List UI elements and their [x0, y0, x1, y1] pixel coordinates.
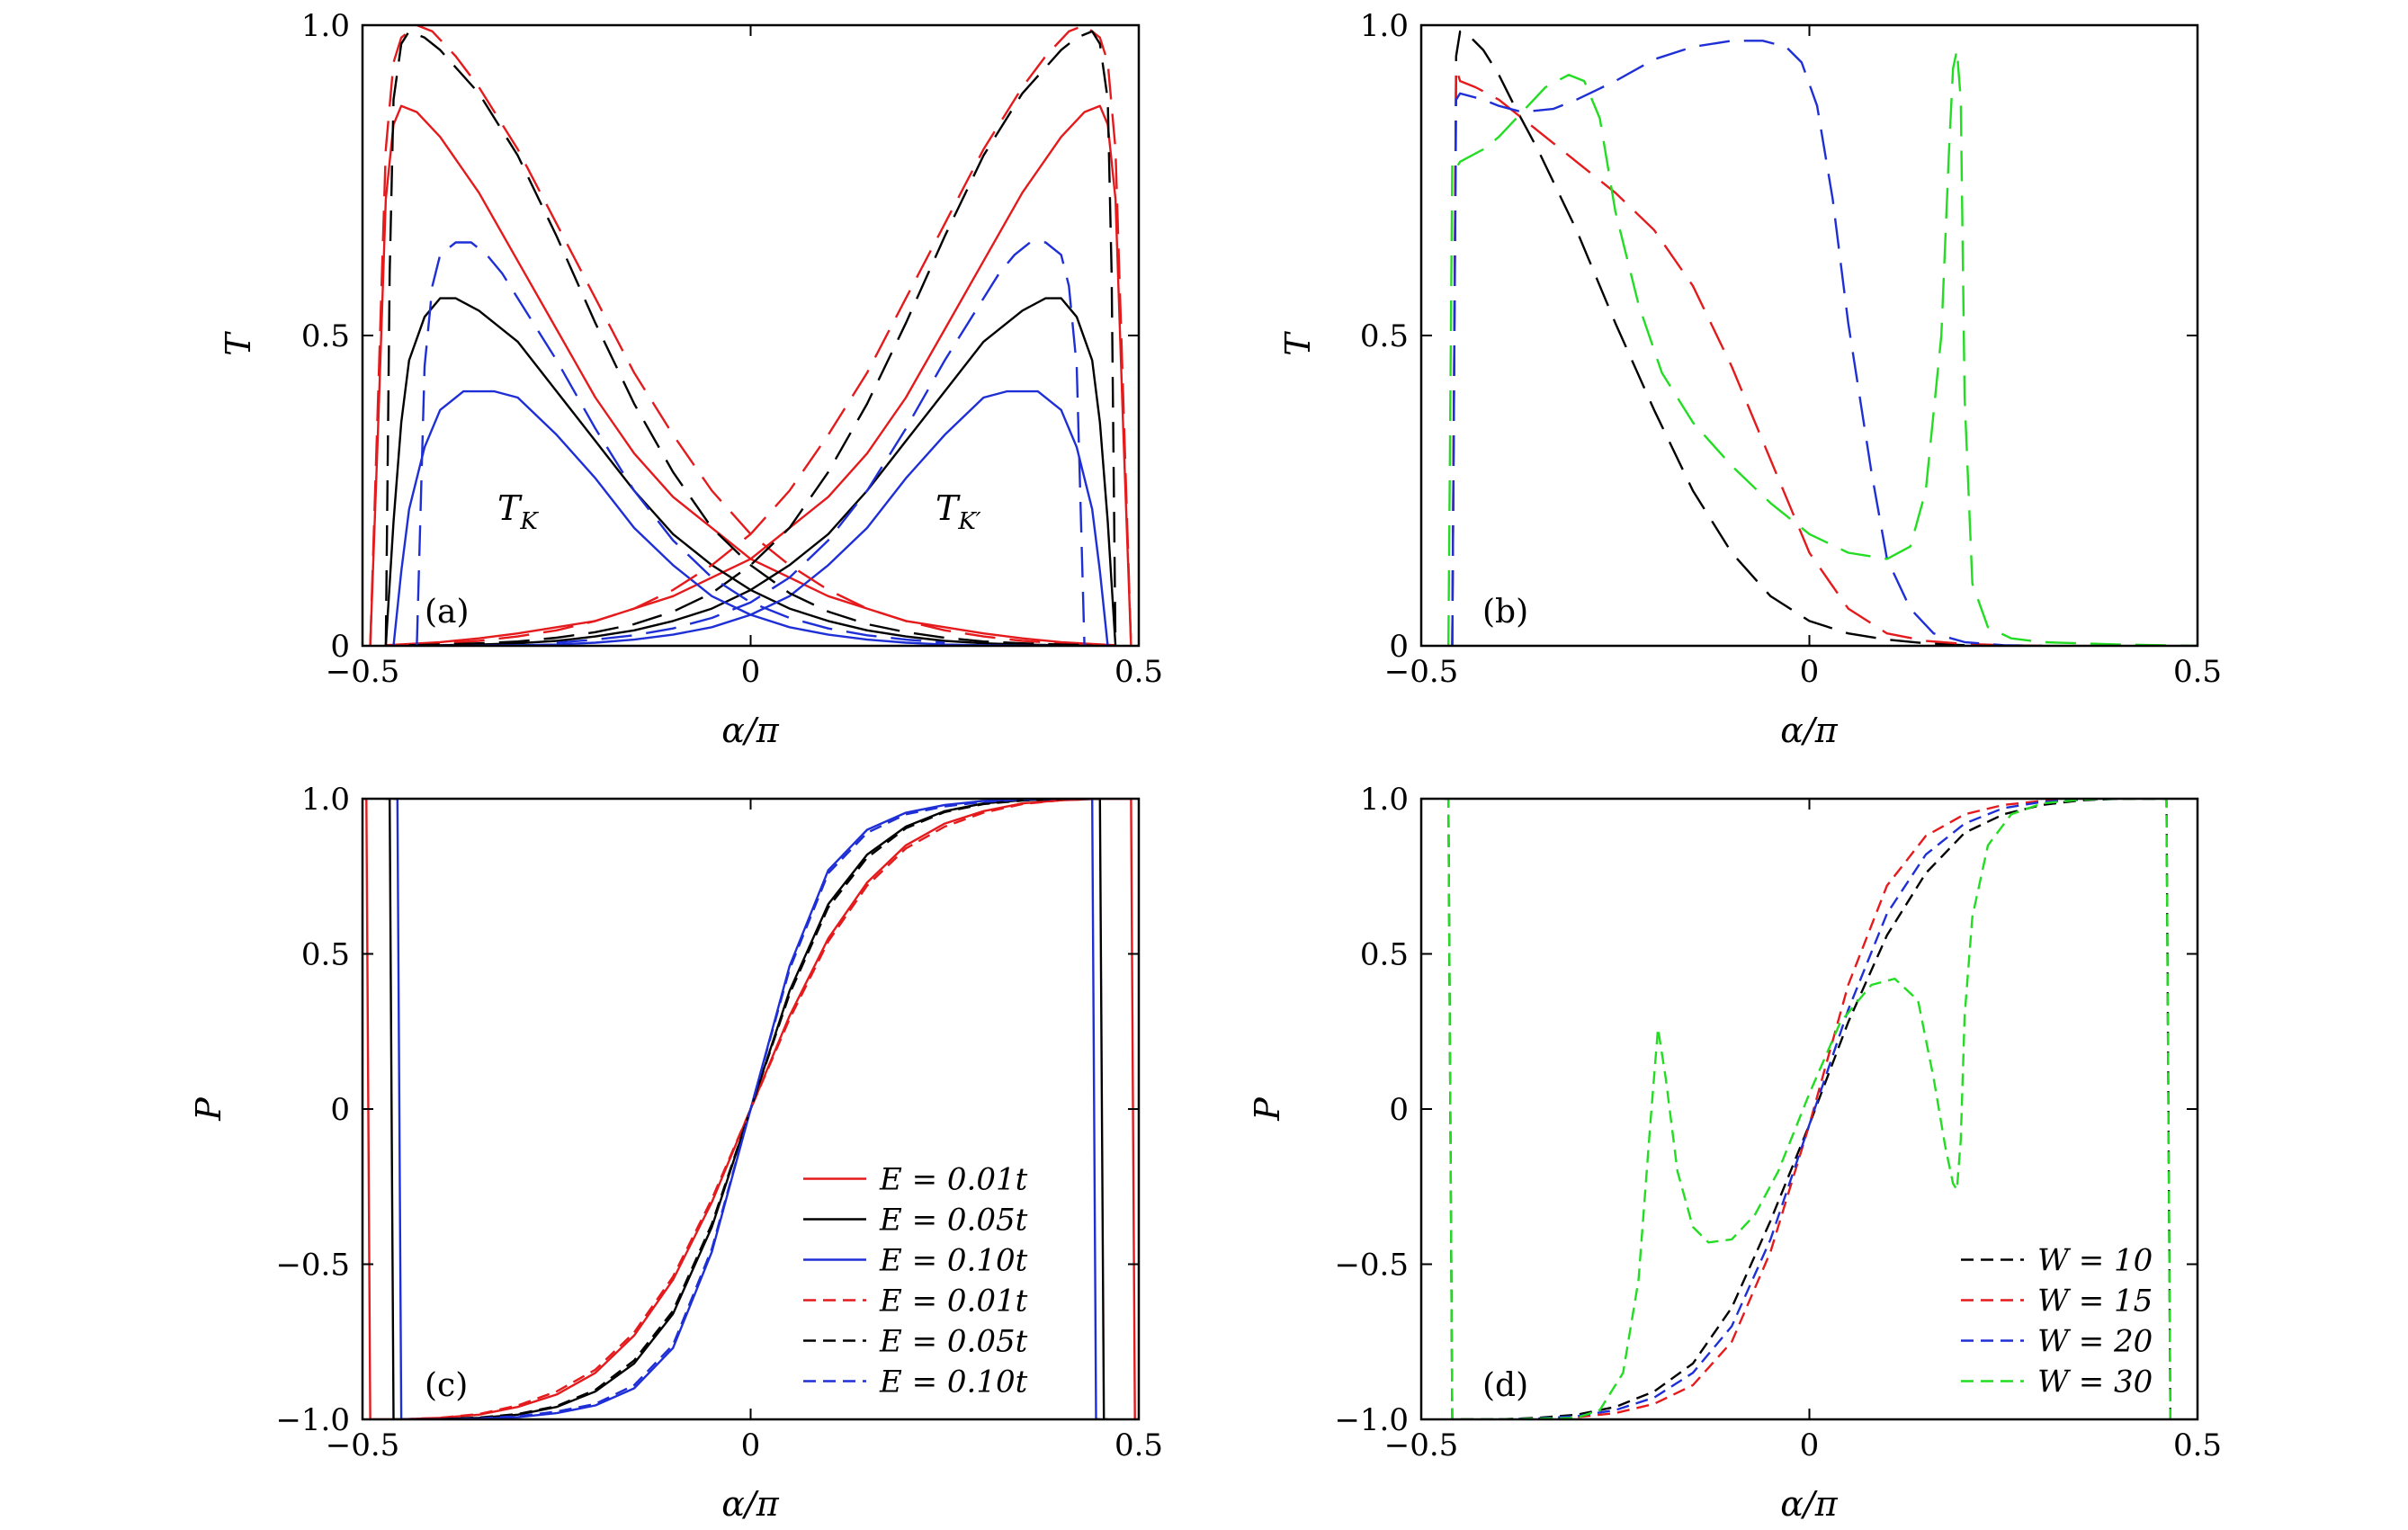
panel-c-ylabel: P: [189, 1096, 228, 1122]
panel-c-tag: (c): [425, 1367, 468, 1404]
panel-a-xtick-label: 0: [741, 654, 761, 690]
panel-b-xlabel: α/π: [1780, 711, 1838, 750]
panel-a-xlabel: α/π: [721, 711, 779, 750]
panel-d-ytick-label: 0: [1389, 1092, 1409, 1128]
panel-c-ytick-label: 0.5: [301, 937, 350, 973]
panel-b-ytick-label: 0.5: [1360, 318, 1409, 354]
legend-label: E = 0.10t: [879, 1243, 1028, 1279]
panel-c-xtick-label: 0: [741, 1427, 761, 1463]
legend-label: W = 20: [2037, 1324, 2153, 1360]
panel-c-xtick-label: 0.5: [1114, 1427, 1163, 1463]
panel-a-tag: (a): [425, 594, 470, 631]
legend-label: W = 30: [2037, 1364, 2153, 1400]
panel-d-series-2: [1499, 799, 2120, 1419]
panel-d-ytick-label: −1.0: [1334, 1402, 1409, 1438]
panel-a-series-6: [440, 389, 1109, 646]
panel-a-series-7: [369, 25, 1093, 646]
panel-d-ytick-label: 1.0: [1360, 782, 1409, 818]
panel-a-series-11: [416, 241, 945, 646]
panel-a-series-10: [408, 30, 1117, 646]
panel-a-series-3: [384, 297, 1093, 646]
panel-b-tag: (b): [1482, 594, 1528, 631]
panel-d-series-3: [1499, 799, 2120, 1419]
legend-label: E = 0.05t: [879, 1203, 1028, 1239]
panel-c-xtick-label: −0.5: [326, 1427, 400, 1463]
panel-d-xtick-label: 0.5: [2173, 1427, 2222, 1463]
panel-a-series-12: [556, 241, 1086, 646]
panel-a: −0.5 0 0.500.51.0 α/π T (a) TK TK′: [219, 8, 1163, 750]
legend-label: W = 10: [2037, 1243, 2153, 1279]
panel-c-series-4: [401, 799, 1100, 1419]
panel-d-xtick-label: 0: [1800, 1427, 1820, 1463]
panel-a-ytick-label: 0: [330, 629, 350, 665]
panel-c-legend: E = 0.01t E = 0.05t E = 0.10t E = 0.01t E = …: [803, 1162, 1028, 1400]
panel-b: −0.5 0 0.500.51.0 α/π T (b): [1278, 8, 2222, 750]
panel-c-ytick-label: −0.5: [275, 1248, 350, 1284]
panel-c-ytick-label: 0: [330, 1092, 350, 1128]
panel-a-series-8: [408, 25, 1132, 646]
panel-a-ylabel: T: [219, 331, 258, 356]
panel-a-series-5: [392, 389, 1061, 646]
panel-c-xlabel: α/π: [721, 1484, 779, 1524]
panel-b-xtick-label: 0.5: [2173, 654, 2222, 690]
panel-d: −0.5 0 0.5−1.0−0.500.51.0 α/π P (d) W = 10…: [1248, 782, 2222, 1524]
panel-b-series-2: [1451, 67, 2043, 646]
panel-b-ylabel: T: [1278, 331, 1318, 356]
panel-c-ytick-label: 1.0: [301, 782, 350, 818]
panel-b-ytick-label: 0: [1389, 629, 1409, 665]
panel-a-xtick-label: −0.5: [326, 654, 400, 690]
panel-b-series-1: [1451, 30, 1965, 646]
legend-label: E = 0.05t: [879, 1324, 1028, 1360]
panel-b-ytick-label: 1.0: [1360, 8, 1409, 44]
panel-d-ytick-label: 0.5: [1360, 937, 1409, 973]
panel-d-ytick-label: −0.5: [1334, 1248, 1409, 1284]
panel-d-tag: (d): [1482, 1367, 1528, 1404]
panel-a-series-4: [408, 297, 1117, 646]
legend-label: E = 0.01t: [879, 1284, 1028, 1320]
panel-a-ytick-label: 1.0: [301, 8, 350, 44]
panel-a-series-1: [369, 104, 1116, 646]
panel-b-xtick-label: 0: [1800, 654, 1820, 690]
panel-b-xtick-label: −0.5: [1384, 654, 1459, 690]
panel-d-xlabel: α/π: [1780, 1484, 1838, 1524]
panel-d-series-4: [1444, 799, 2172, 1419]
legend-label: W = 15: [2037, 1284, 2153, 1320]
annotation-tkprime: TK′: [935, 488, 981, 535]
panel-c: −0.5 0 0.5−1.0−0.500.51.0 α/π P (c) E = 0.…: [189, 782, 1163, 1524]
panel-d-legend: W = 10 W = 15 W = 20 W = 30: [1961, 1243, 2153, 1400]
panel-d-xtick-label: −0.5: [1384, 1427, 1459, 1463]
panel-b-series-4: [1446, 49, 2198, 646]
panel-c-series-6: [401, 799, 1100, 1419]
panel-b-series-3: [1451, 40, 2043, 646]
panel-a-xtick-label: 0.5: [1114, 654, 1163, 690]
panel-a-series-9: [384, 30, 1093, 646]
panel-a-ytick-label: 0.5: [301, 318, 350, 354]
panel-a-series-2: [385, 104, 1132, 646]
panel-c-ytick-label: −1.0: [275, 1402, 350, 1438]
legend-label: E = 0.01t: [879, 1162, 1028, 1198]
annotation-tk: TK: [497, 488, 539, 535]
legend-label: E = 0.10t: [879, 1364, 1028, 1400]
panel-d-ylabel: P: [1248, 1096, 1287, 1122]
